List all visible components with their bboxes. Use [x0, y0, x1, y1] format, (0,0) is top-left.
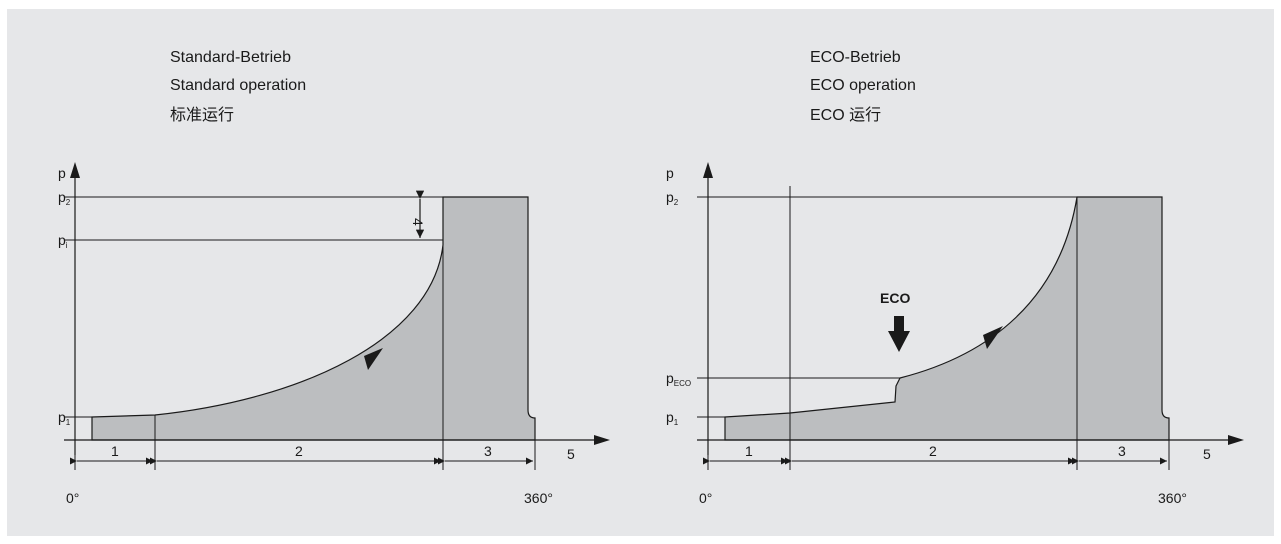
direction-arrow	[364, 348, 383, 370]
segment-5-label: 5	[567, 446, 575, 462]
x-axis-arrow	[1228, 435, 1244, 445]
title-de: Standard-Betrieb	[170, 49, 291, 66]
direction-arrow	[983, 326, 1003, 349]
y-axis-label: p	[666, 165, 674, 181]
y-axis-label: p	[58, 165, 66, 181]
segment-2-label: 2	[929, 443, 937, 459]
marker-4: 4	[410, 218, 426, 226]
y-axis-arrow	[703, 162, 713, 178]
angle-start: 0°	[699, 490, 712, 506]
eco-label: ECO	[880, 290, 910, 306]
label-p2: p2	[666, 189, 679, 207]
segment-3-label: 3	[1118, 443, 1126, 459]
compression-area	[724, 196, 1170, 441]
angle-end: 360°	[524, 490, 553, 506]
title-en: ECO operation	[810, 77, 916, 94]
label-pi: pi	[58, 232, 68, 250]
segment-1-label: 1	[111, 443, 119, 459]
label-p1: p1	[666, 409, 679, 427]
title-de: ECO-Betrieb	[810, 49, 901, 66]
title-zh: 标准运行	[170, 106, 234, 124]
y-axis-arrow	[70, 162, 80, 178]
segment-3-label: 3	[484, 443, 492, 459]
angle-end: 360°	[1158, 490, 1187, 506]
label-p2: p2	[58, 189, 71, 207]
title-zh: ECO 运行	[810, 106, 881, 124]
segment-5-label: 5	[1203, 446, 1211, 462]
eco-operation-diagram: ECO-Betrieb ECO operation ECO 运行 ECO p	[666, 49, 1244, 506]
standard-operation-diagram: Standard-Betrieb Standard operation 标准运行…	[58, 49, 610, 506]
x-axis-arrow	[594, 435, 610, 445]
label-peco: pECO	[666, 370, 691, 388]
segment-1-label: 1	[745, 443, 753, 459]
segment-2-label: 2	[295, 443, 303, 459]
title-en: Standard operation	[170, 77, 306, 94]
angle-start: 0°	[66, 490, 79, 506]
compression-area	[91, 196, 536, 441]
eco-injection-arrow	[888, 316, 910, 352]
label-p1: p1	[58, 409, 71, 427]
